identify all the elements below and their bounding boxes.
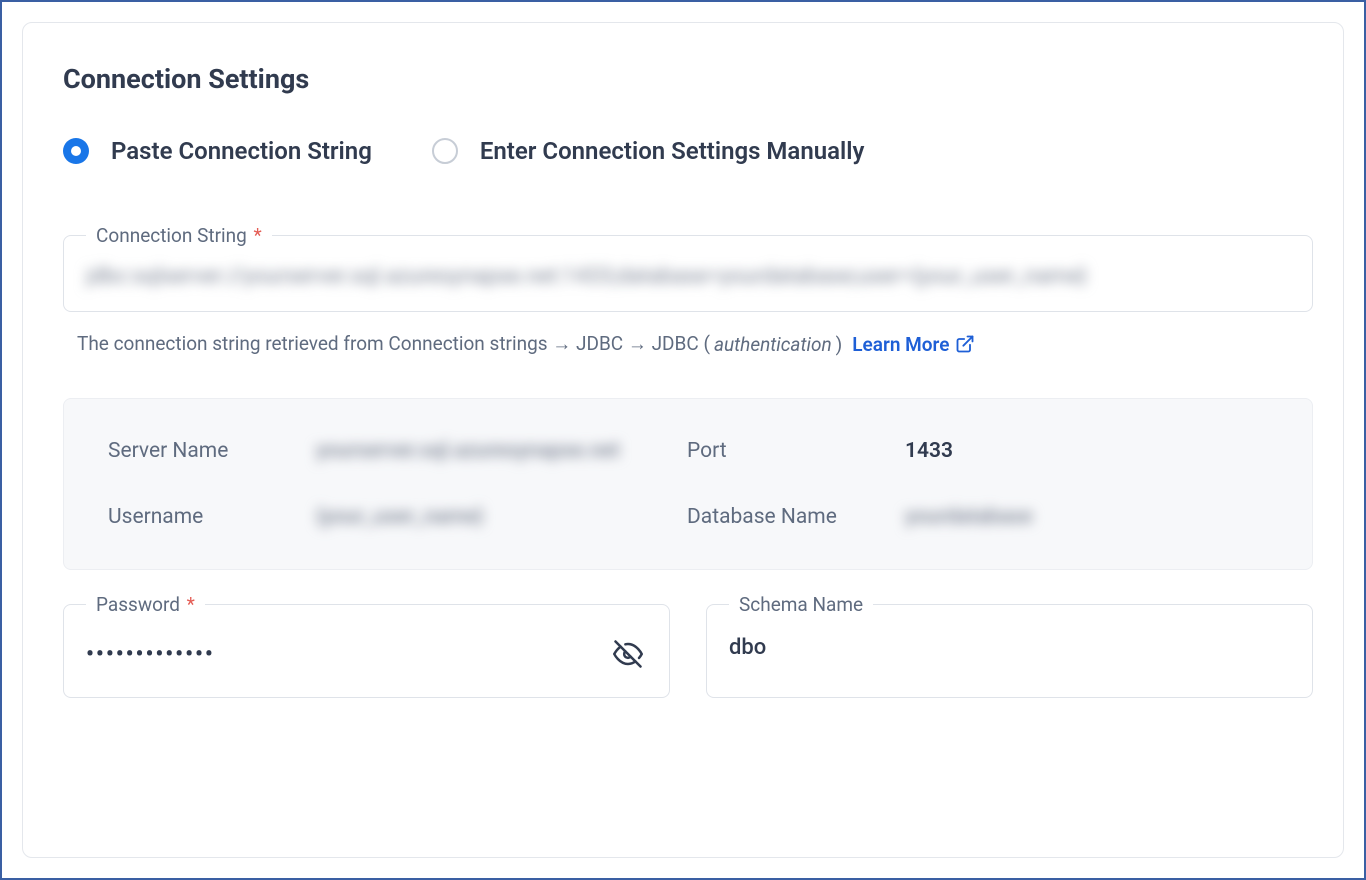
- schema-name-value: dbo: [729, 635, 1290, 660]
- password-masked-value: •••••••••••••: [86, 642, 215, 667]
- toggle-password-visibility-button[interactable]: [609, 635, 647, 673]
- info-grid: Server Name yourserver.sql.azuresynapse.…: [108, 439, 1268, 529]
- required-indicator: *: [182, 593, 195, 616]
- connection-mode-radio-group: Paste Connection String Enter Connection…: [63, 137, 1313, 165]
- connection-string-label: Connection String *: [86, 224, 272, 247]
- server-name-label: Server Name: [108, 439, 308, 463]
- schema-name-field[interactable]: Schema Name dbo: [706, 604, 1313, 698]
- external-link-icon: [955, 334, 975, 354]
- parsed-connection-info: Server Name yourserver.sql.azuresynapse.…: [63, 398, 1313, 570]
- connection-string-helper: The connection string retrieved from Con…: [77, 332, 1313, 356]
- eye-off-icon: [613, 639, 643, 669]
- connection-string-field[interactable]: Connection String * jdbc:sqlserver://you…: [63, 235, 1313, 312]
- radio-paste-connection-string[interactable]: Paste Connection String: [63, 137, 372, 165]
- settings-card: Connection Settings Paste Connection Str…: [22, 22, 1344, 858]
- learn-more-link[interactable]: Learn More: [852, 333, 975, 356]
- required-indicator: *: [249, 224, 262, 247]
- connection-string-value: jdbc:sqlserver://yourserver.sql.azuresyn…: [86, 264, 1290, 289]
- port-value: 1433: [905, 439, 1268, 463]
- radio-unselected-icon: [432, 138, 458, 164]
- bottom-fields-row: Password * •••••••••••••: [63, 604, 1313, 698]
- radio-label: Enter Connection Settings Manually: [480, 137, 865, 165]
- outer-frame: Connection Settings Paste Connection Str…: [0, 0, 1366, 880]
- radio-enter-manually[interactable]: Enter Connection Settings Manually: [432, 137, 865, 165]
- radio-selected-icon: [63, 138, 89, 164]
- port-label: Port: [687, 439, 897, 463]
- database-name-value: yourdatabase: [905, 505, 1268, 529]
- schema-name-label: Schema Name: [729, 593, 873, 616]
- username-value: {your_user_name}: [316, 505, 679, 529]
- username-label: Username: [108, 505, 308, 529]
- section-title: Connection Settings: [63, 63, 1313, 95]
- password-label: Password *: [86, 593, 205, 616]
- server-name-value: yourserver.sql.azuresynapse.net: [316, 439, 679, 463]
- database-name-label: Database Name: [687, 505, 897, 529]
- radio-label: Paste Connection String: [111, 137, 372, 165]
- password-field[interactable]: Password * •••••••••••••: [63, 604, 670, 698]
